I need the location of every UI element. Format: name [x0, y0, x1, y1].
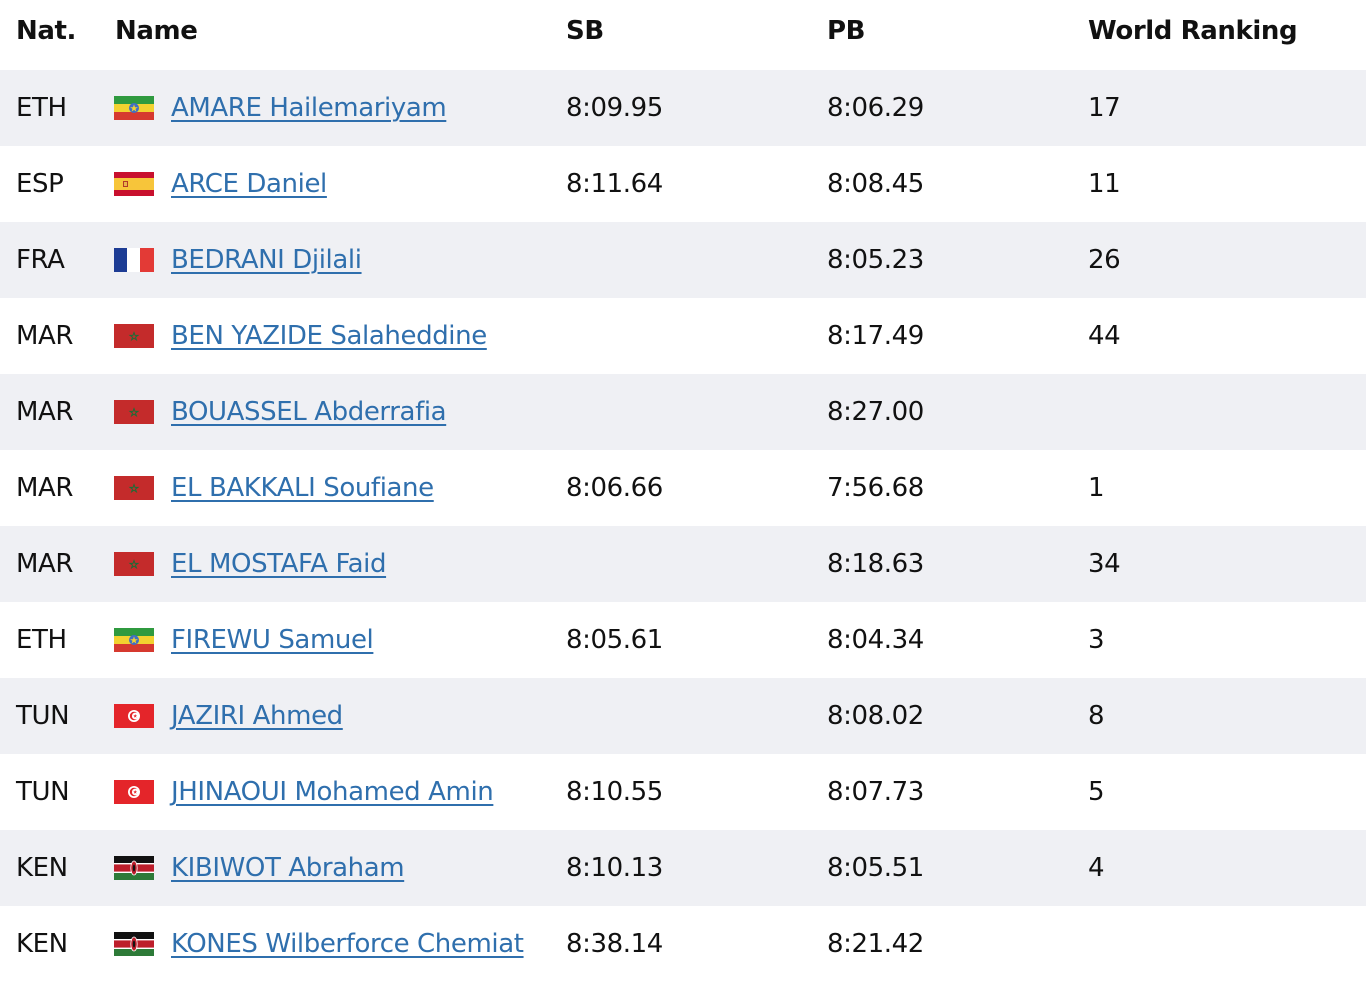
world-ranking: 17: [1088, 93, 1121, 123]
nat-code: MAR: [16, 549, 74, 579]
morocco-flag-icon: [114, 324, 154, 348]
athlete-link[interactable]: KONES Wilberforce Chemiat: [171, 929, 524, 959]
table-row: ESP ARCE Daniel 8:11.64 8:08.45 11: [0, 146, 1366, 222]
athlete-link[interactable]: ARCE Daniel: [171, 169, 327, 199]
kenya-flag-icon: [114, 856, 154, 880]
nat-code: KEN: [16, 853, 68, 883]
athlete-link[interactable]: FIREWU Samuel: [171, 625, 374, 655]
nat-code: KEN: [16, 929, 68, 959]
table-row: MAR EL MOSTAFA Faid 8:18.63 34: [0, 526, 1366, 602]
nat-code: MAR: [16, 473, 74, 503]
personal-best: 8:05.51: [827, 853, 924, 883]
header-pb: PB: [827, 16, 866, 46]
table-row: MAR BOUASSEL Abderrafia 8:27.00: [0, 374, 1366, 450]
personal-best: 8:21.42: [827, 929, 924, 959]
world-ranking: 26: [1088, 245, 1121, 275]
athlete-link[interactable]: JHINAOUI Mohamed Amin: [171, 777, 494, 807]
table-header: Nat. Name SB PB World Ranking: [0, 0, 1366, 70]
nat-code: TUN: [16, 701, 70, 731]
personal-best: 8:18.63: [827, 549, 924, 579]
table-row: TUN JAZIRI Ahmed 8:08.02 8: [0, 678, 1366, 754]
season-best: 8:38.14: [566, 929, 663, 959]
header-sb: SB: [566, 16, 604, 46]
world-ranking: 4: [1088, 853, 1105, 883]
athlete-link[interactable]: AMARE Hailemariyam: [171, 93, 447, 123]
personal-best: 7:56.68: [827, 473, 924, 503]
header-nat: Nat.: [16, 16, 77, 46]
world-ranking: 1: [1088, 473, 1105, 503]
season-best: 8:06.66: [566, 473, 663, 503]
table-row: ETH FIREWU Samuel 8:05.61 8:04.34 3: [0, 602, 1366, 678]
world-ranking: 11: [1088, 169, 1121, 199]
spain-flag-icon: [114, 172, 154, 196]
personal-best: 8:04.34: [827, 625, 924, 655]
athlete-link[interactable]: BEN YAZIDE Salaheddine: [171, 321, 487, 351]
tunisia-flag-icon: [114, 780, 154, 804]
france-flag-icon: [114, 248, 154, 272]
athlete-link[interactable]: JAZIRI Ahmed: [171, 701, 343, 731]
personal-best: 8:07.73: [827, 777, 924, 807]
world-ranking: 44: [1088, 321, 1121, 351]
season-best: 8:05.61: [566, 625, 663, 655]
nat-code: MAR: [16, 397, 74, 427]
personal-best: 8:05.23: [827, 245, 924, 275]
nat-code: MAR: [16, 321, 74, 351]
nat-code: FRA: [16, 245, 65, 275]
morocco-flag-icon: [114, 476, 154, 500]
table-row: KEN KIBIWOT Abraham 8:10.13 8:05.51 4: [0, 830, 1366, 906]
personal-best: 8:06.29: [827, 93, 924, 123]
world-ranking: 5: [1088, 777, 1105, 807]
world-ranking: 34: [1088, 549, 1121, 579]
nat-code: ESP: [16, 169, 64, 199]
ethiopia-flag-icon: [114, 628, 154, 652]
personal-best: 8:27.00: [827, 397, 924, 427]
personal-best: 8:08.02: [827, 701, 924, 731]
season-best: 8:11.64: [566, 169, 663, 199]
ethiopia-flag-icon: [114, 96, 154, 120]
athlete-link[interactable]: EL MOSTAFA Faid: [171, 549, 387, 579]
world-ranking: 3: [1088, 625, 1105, 655]
table-body: ETH AMARE Hailemariyam 8:09.95 8:06.29 17 ESP…: [0, 70, 1366, 982]
season-best: 8:09.95: [566, 93, 663, 123]
tunisia-flag-icon: [114, 704, 154, 728]
nat-code: ETH: [16, 625, 67, 655]
personal-best: 8:08.45: [827, 169, 924, 199]
nat-code: TUN: [16, 777, 70, 807]
header-world-ranking: World Ranking: [1088, 16, 1298, 46]
table-row: ETH AMARE Hailemariyam 8:09.95 8:06.29 17: [0, 70, 1366, 146]
athlete-link[interactable]: KIBIWOT Abraham: [171, 853, 405, 883]
nat-code: ETH: [16, 93, 67, 123]
season-best: 8:10.55: [566, 777, 663, 807]
morocco-flag-icon: [114, 400, 154, 424]
table-row: MAR EL BAKKALI Soufiane 8:06.66 7:56.68 1: [0, 450, 1366, 526]
morocco-flag-icon: [114, 552, 154, 576]
table-row: MAR BEN YAZIDE Salaheddine 8:17.49 44: [0, 298, 1366, 374]
season-best: 8:10.13: [566, 853, 663, 883]
personal-best: 8:17.49: [827, 321, 924, 351]
table-row: TUN JHINAOUI Mohamed Amin 8:10.55 8:07.73 5: [0, 754, 1366, 830]
table-row: KEN KONES Wilberforce Chemiat 8:38.14 8:21.…: [0, 906, 1366, 982]
athlete-link[interactable]: BEDRANI Djilali: [171, 245, 362, 275]
world-ranking: 8: [1088, 701, 1105, 731]
athlete-link[interactable]: EL BAKKALI Soufiane: [171, 473, 434, 503]
athlete-link[interactable]: BOUASSEL Abderrafia: [171, 397, 447, 427]
header-name: Name: [115, 16, 198, 46]
kenya-flag-icon: [114, 932, 154, 956]
table-row: FRA BEDRANI Djilali 8:05.23 26: [0, 222, 1366, 298]
